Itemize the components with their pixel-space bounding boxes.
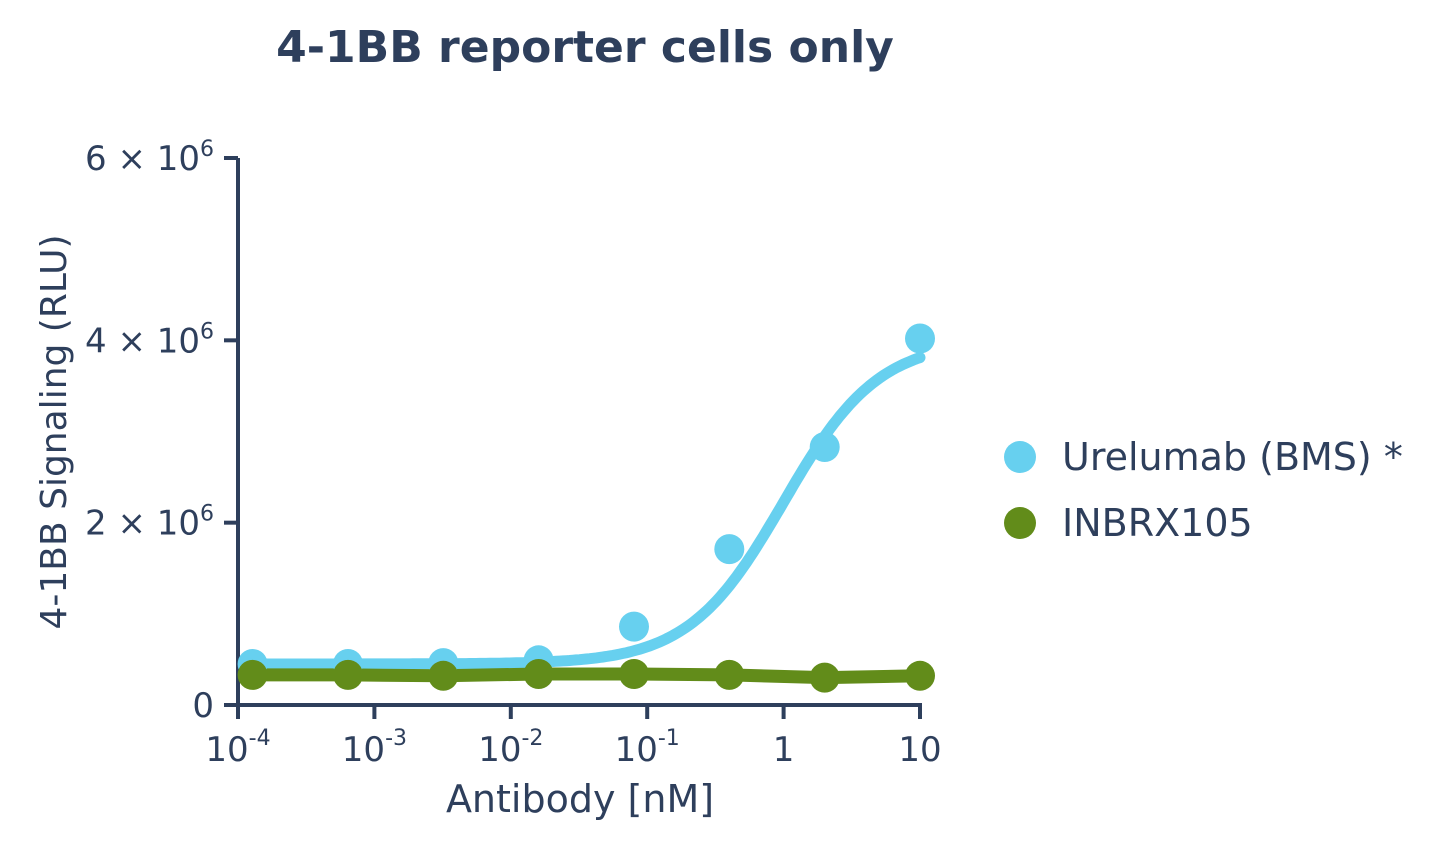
y-tick-label: 4 × 106 bbox=[85, 319, 214, 361]
legend-item-urelumab: Urelumab (BMS) * bbox=[1004, 424, 1403, 490]
inbrx105-data-point bbox=[237, 659, 268, 690]
inbrx105-data-point bbox=[714, 659, 745, 690]
legend-marker-urelumab bbox=[1004, 441, 1036, 473]
axes: 0 2 × 106 4 × 106 6 × 106 10-4 10-3 10-2 10-1 1 1… bbox=[85, 137, 942, 770]
inbrx105-data-point bbox=[619, 659, 649, 689]
inbrx105-fit-curve bbox=[252, 667, 921, 685]
x-tick-label: 10-2 bbox=[478, 726, 543, 770]
urelumab-data-point bbox=[905, 323, 935, 354]
x-tick-label: 1 bbox=[773, 730, 795, 770]
fit-curves bbox=[247, 352, 926, 685]
urelumab-fit-curve bbox=[247, 352, 926, 670]
inbrx105-data-point bbox=[809, 662, 840, 693]
data-points bbox=[237, 323, 935, 693]
x-tick-label: 10 bbox=[898, 730, 941, 770]
legend: Urelumab (BMS) * INBRX105 bbox=[1004, 424, 1403, 556]
x-tick-label: 10-4 bbox=[205, 726, 270, 770]
y-tick-label: 0 bbox=[192, 686, 214, 726]
chart-title: 4-1BB reporter cells only bbox=[276, 22, 894, 73]
x-tick-label: 10-3 bbox=[342, 726, 407, 770]
urelumab-data-point bbox=[809, 432, 840, 462]
x-axis-label: Antibody [nM] bbox=[446, 777, 714, 821]
urelumab-data-point bbox=[619, 611, 649, 642]
y-axis-label: 4-1BB Signaling (RLU) bbox=[34, 234, 75, 629]
legend-label-inbrx105: INBRX105 bbox=[1062, 501, 1253, 545]
legend-label-urelumab: Urelumab (BMS) * bbox=[1062, 435, 1403, 479]
inbrx105-data-point bbox=[428, 660, 459, 691]
y-tick-label: 6 × 106 bbox=[85, 137, 214, 179]
inbrx105-data-point bbox=[523, 659, 554, 689]
legend-marker-inbrx105 bbox=[1004, 507, 1036, 539]
urelumab-data-point bbox=[714, 534, 745, 565]
y-tick-label: 2 × 106 bbox=[85, 502, 214, 544]
x-tick-label: 10-1 bbox=[615, 726, 680, 770]
inbrx105-data-point bbox=[905, 660, 935, 691]
inbrx105-data-point bbox=[333, 659, 363, 690]
legend-item-inbrx105: INBRX105 bbox=[1004, 490, 1403, 556]
